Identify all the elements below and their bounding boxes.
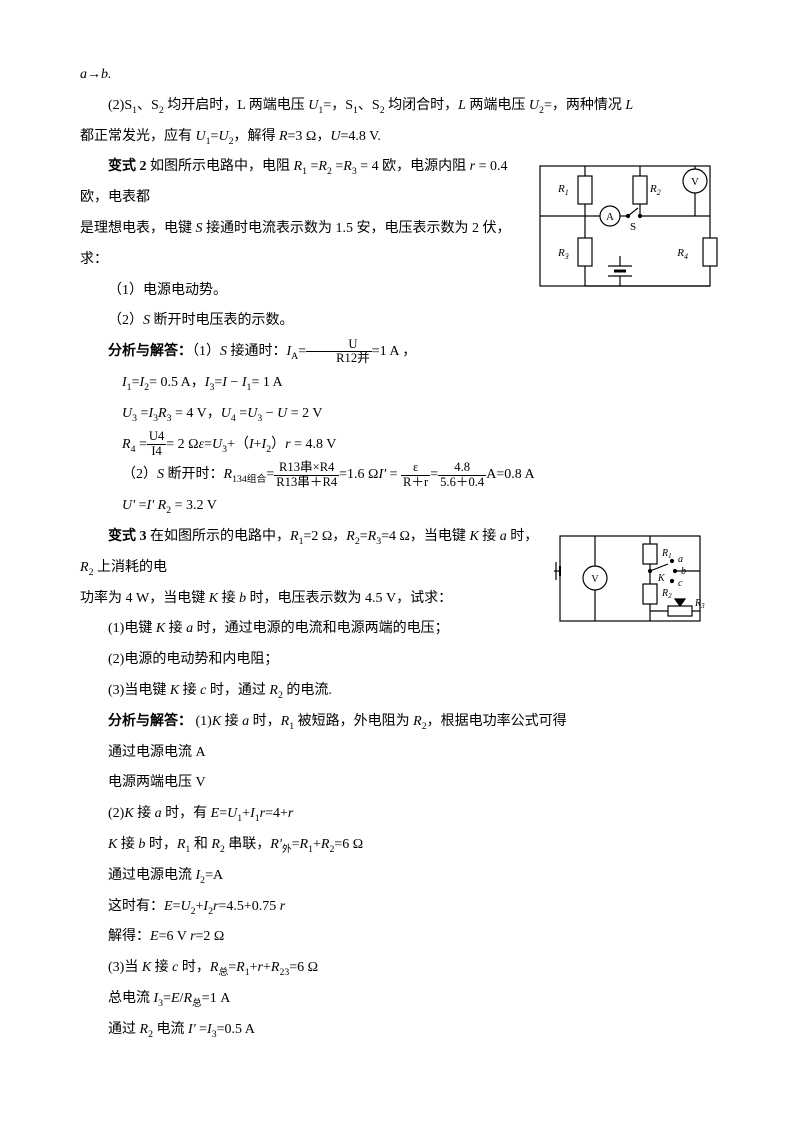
fig1-s: S — [630, 221, 636, 233]
frac-48-56: 4.85.6＋0.4 — [438, 461, 486, 490]
ans3-l1: 分析与解答： (1)K 接 a 时，R1 被短路，外电阻为 R2，根据电功率公式… — [80, 707, 720, 738]
q3-2: (2)电源的电动势和内电阻； — [80, 645, 720, 676]
frac-r13-r4: R13串×R4R13串＋R4 — [274, 461, 339, 490]
ans3-l2: 通过电源电流 A — [80, 738, 720, 769]
fig2-v: V — [591, 574, 599, 585]
ans2-l1: 分析与解答：（1）S 接通时：IA=UR12并=1 A ， — [80, 337, 720, 368]
fig2-r1: R1 — [661, 548, 672, 560]
fig1-r1: R1 — [557, 183, 569, 197]
fig2-a: a — [678, 554, 683, 565]
ans3-l4: (2)K 接 a 时，有 E=U1+I1r=4+r — [80, 799, 720, 830]
analysis-label: 分析与解答： — [108, 344, 192, 359]
q3-3: (3)当电键 K 接 c 时，通过 R2 的电流. — [80, 676, 720, 707]
ans2-l3: U3 =I3R3 = 4 V，U4 =U3 − U = 2 V — [80, 399, 720, 430]
circuit-figure-1: R1 R2 R3 R4 A V S — [530, 156, 720, 306]
fig2-b: b — [681, 566, 686, 577]
ans3-l8: 解得：E=6 V r=2 Ω — [80, 922, 720, 953]
fig1-v: V — [691, 176, 699, 188]
ans3-l6: 通过电源电流 I2=A — [80, 861, 720, 892]
ans2-l5: （2）S 断开时：R134组合=R13串×R4R13串＋R4=1.6 ΩI' =… — [80, 460, 720, 491]
variant-2-label: 变式 2 — [108, 159, 147, 174]
fig2-r3: R3 — [694, 598, 705, 610]
fig1-r3: R3 — [557, 247, 569, 261]
ans2-l2: I1=I2= 0.5 A，I3=I − I1= 1 A — [80, 368, 720, 399]
line-2: (2)S1、S2 均开启时，L 两端电压 U1=，S1、S2 均闭合时，L 两端… — [80, 91, 720, 122]
analysis-label-2: 分析与解答： — [108, 714, 192, 729]
fig1-a: A — [606, 211, 614, 223]
frac-eps-rr: εR＋r — [401, 461, 430, 490]
fig1-r4: R4 — [676, 247, 688, 261]
ans2-l6: U' =I' R2 = 3.2 V — [80, 491, 720, 522]
line-3: 都正常发光，应有 U1=U2，解得 R=3 Ω，U=4.8 V. — [80, 122, 720, 153]
fig1-r2: R2 — [649, 183, 661, 197]
ans2-l4: R4 =U4I4= 2 Ωε=U3+（I+I2）r = 4.8 V — [80, 430, 720, 461]
line-ab: a→b. — [80, 60, 720, 91]
fig2-c: c — [678, 578, 683, 589]
circuit-figure-2: V R1 R2 R3 K a b c — [550, 526, 720, 636]
fig2-k: K — [657, 573, 666, 584]
ans3-l10: 总电流 I3=E/R总=1 A — [80, 984, 720, 1015]
ans3-l3: 电源两端电压 V — [80, 768, 720, 799]
ans3-l5: K 接 b 时，R1 和 R2 串联，R'外=R1+R2=6 Ω — [80, 830, 720, 861]
fig2-r2: R2 — [661, 588, 672, 600]
ans3-l11: 通过 R2 电流 I' =I3=0.5 A — [80, 1015, 720, 1046]
frac-u-r12: UR12并 — [306, 338, 372, 367]
variant-3-label: 变式 3 — [108, 529, 147, 544]
ans3-l7: 这时有：E=U2+I2r=4.5+0.75 r — [80, 892, 720, 923]
ans3-l9: (3)当 K 接 c 时，R总=R1+r+R23=6 Ω — [80, 953, 720, 984]
frac-u4-i4: U4I4 — [147, 430, 166, 459]
q2: （2）S 断开时电压表的示数。 — [80, 306, 720, 337]
